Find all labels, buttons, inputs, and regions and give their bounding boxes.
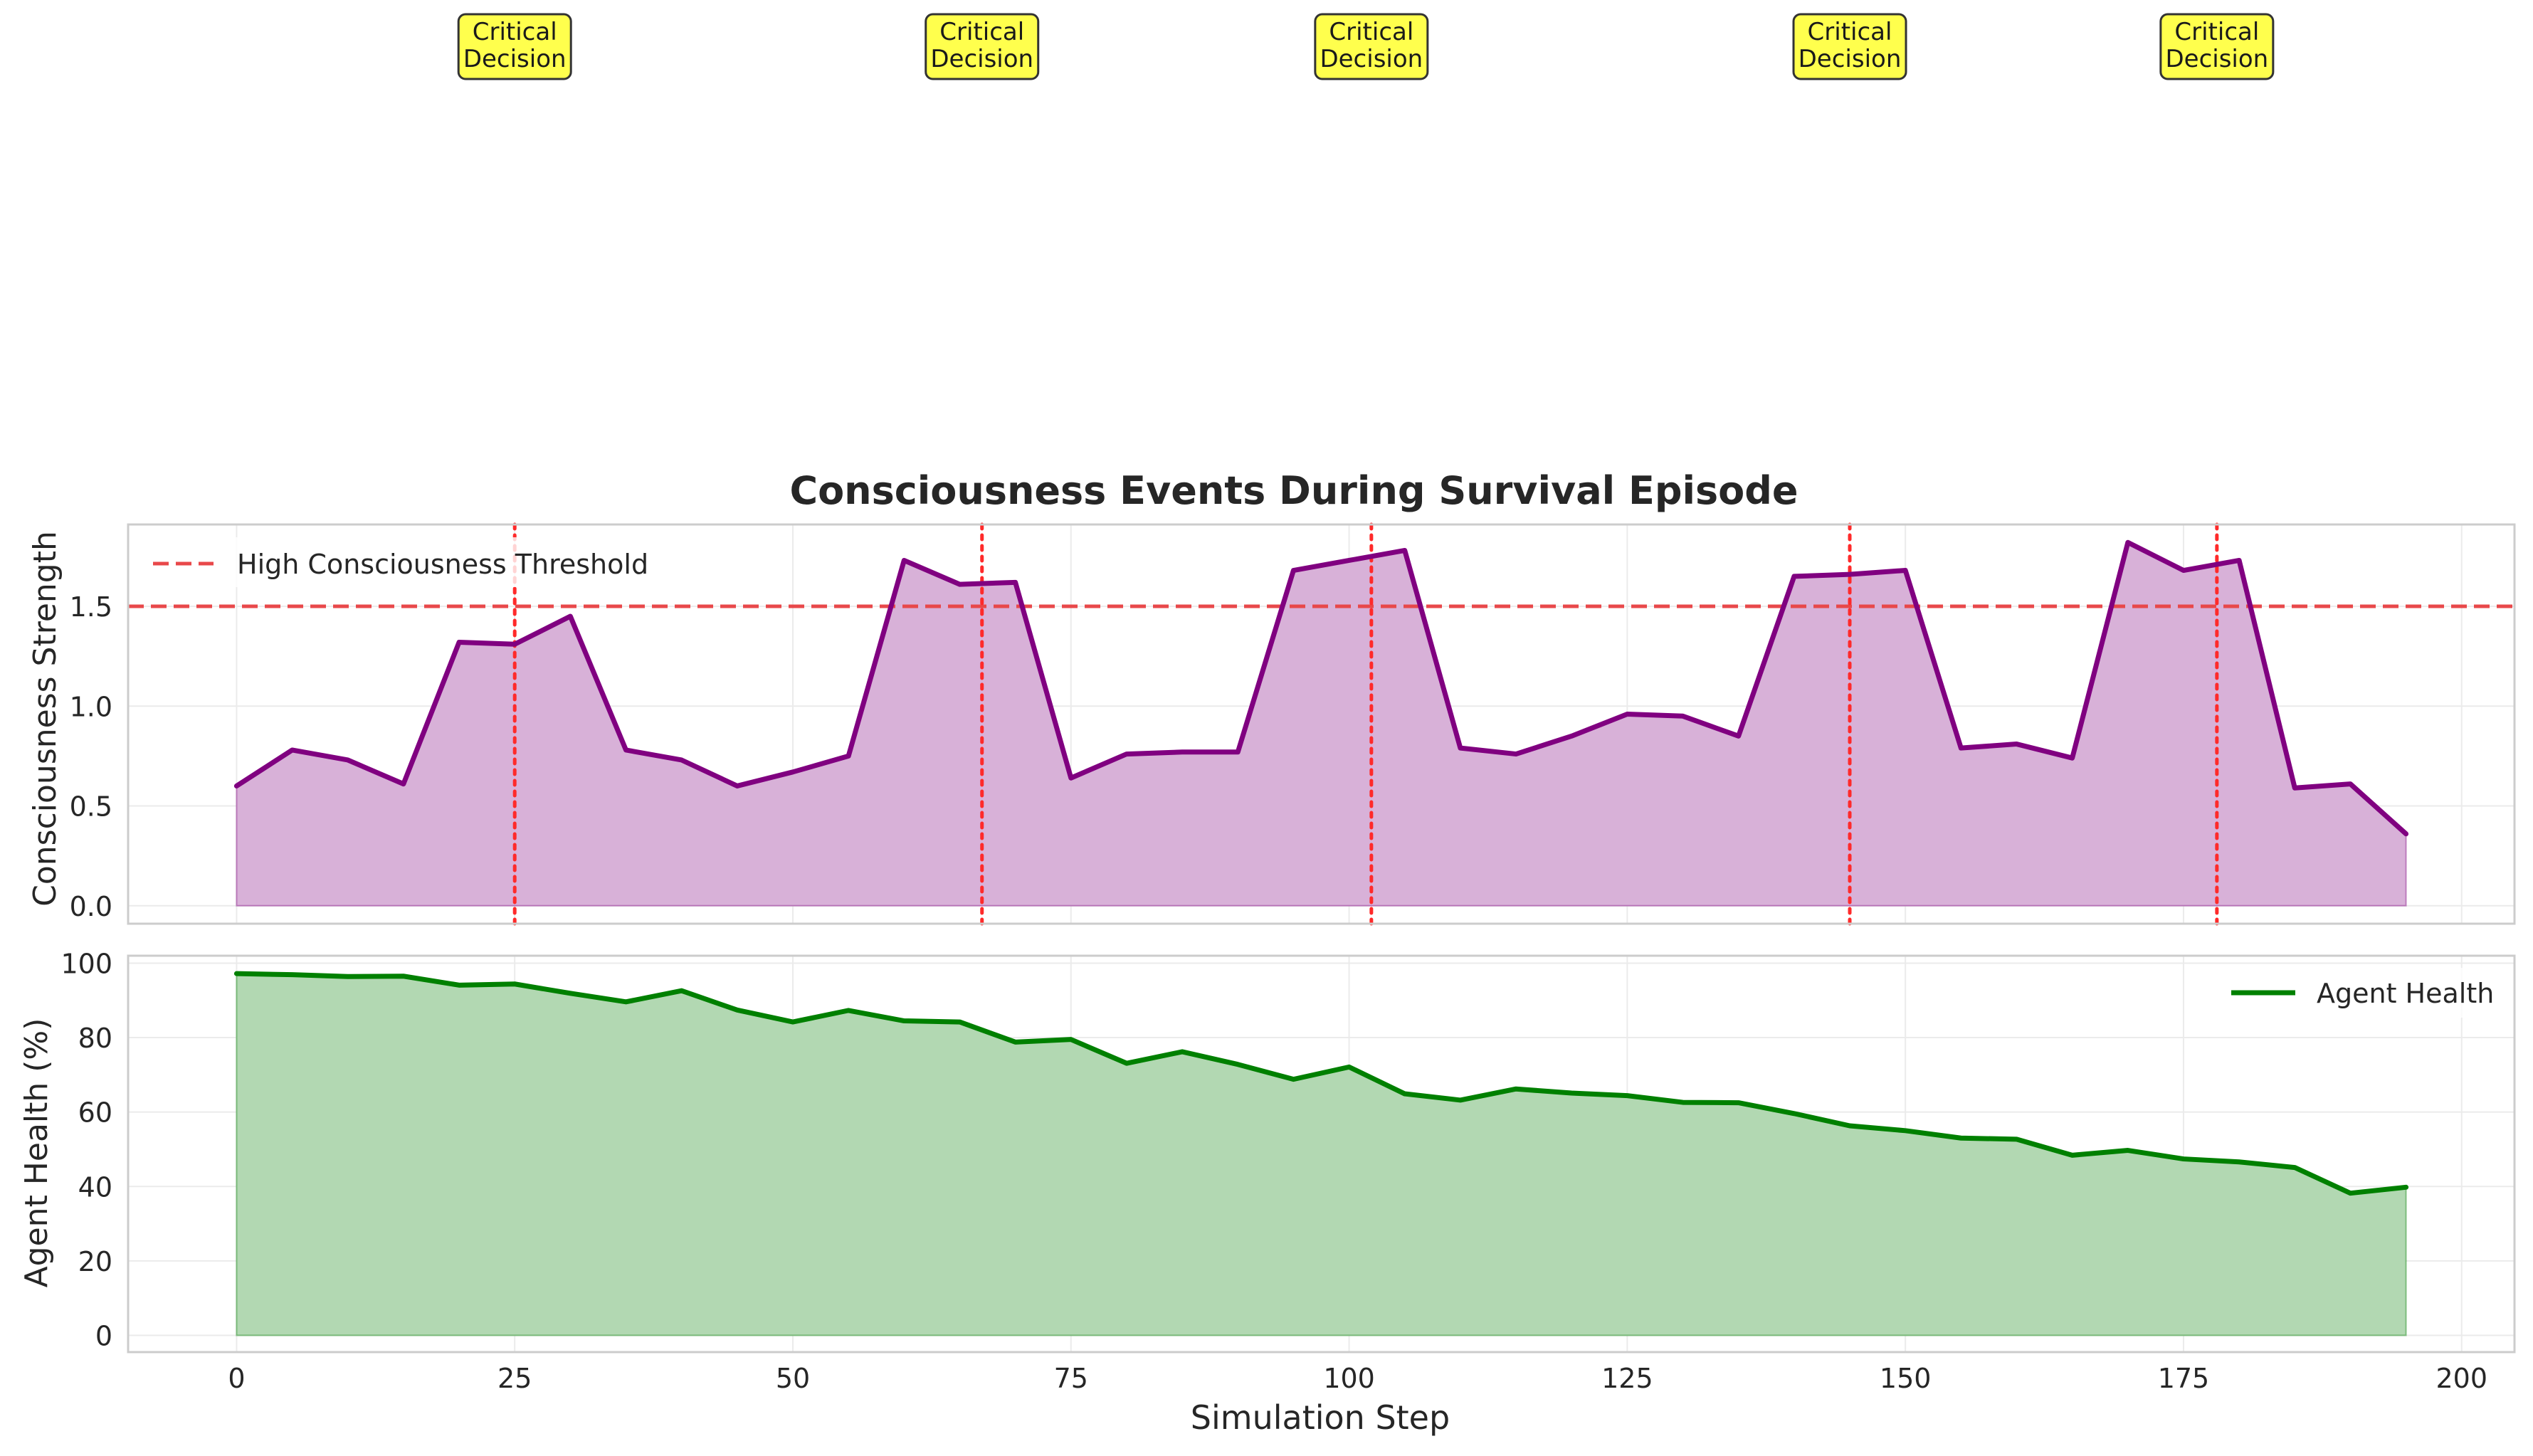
consciousness-y-axis-label: Consciousness Strength [27, 531, 63, 907]
x-tick-label: 50 [776, 1363, 810, 1394]
critical-decision-lines [512, 522, 2219, 926]
chart-title: Consciousness Events During Survival Epi… [789, 468, 1798, 513]
health-line-group [233, 971, 2409, 1196]
consciousness-axes-frame [127, 523, 2516, 925]
x-tick-label: 125 [1601, 1363, 1653, 1394]
consciousness-line-group [233, 539, 2409, 837]
health-y-axis-label: Agent Health (%) [19, 1018, 55, 1288]
y-tick-label: 20 [78, 1246, 112, 1277]
x-tick-label: 100 [1323, 1363, 1375, 1394]
y-tick-label: 0.0 [70, 891, 112, 922]
legend-frame [142, 537, 669, 587]
annotation-text: Critical Decision [930, 18, 1033, 73]
critical-decision-label: Critical Decision [1314, 13, 1429, 80]
y-tick-label: 0.5 [70, 791, 112, 823]
annotation-text: Critical Decision [463, 18, 567, 73]
y-tick-label: 1.0 [70, 691, 112, 722]
health-legend: Agent Health [2217, 968, 2502, 1018]
critical-decision-label: Critical Decision [2159, 13, 2275, 80]
annotation-box [1314, 13, 1429, 80]
consciousness-y-tick-labels: 0.0 0.5 1.0 1.5 [70, 591, 112, 922]
x-tick-label: 200 [2435, 1363, 2487, 1394]
annotation-box [925, 13, 1040, 80]
annotation-box [2159, 13, 2275, 80]
x-tick-label: 150 [1880, 1363, 1932, 1394]
annotation-text: Critical Decision [1320, 18, 1423, 73]
y-tick-label: 100 [60, 948, 112, 979]
annotation-box [1792, 13, 1907, 80]
annotation-box [457, 13, 572, 80]
annotation-text: Critical Decision [2165, 18, 2268, 73]
x-tick-label: 175 [2158, 1363, 2210, 1394]
x-tick-label: 75 [1054, 1363, 1088, 1394]
x-tick-label: 0 [228, 1363, 245, 1394]
critical-decision-label: Critical Decision [925, 13, 1040, 80]
health-panel: 0 20 40 60 80 100 0 25 50 75 100 125 150 175 200 Agen… [19, 948, 2516, 1437]
threshold-legend-label: High Consciousness Threshold [237, 549, 648, 580]
consciousness-panel: 0.0 0.5 1.0 1.5 Consciousness Events During… [27, 13, 2516, 926]
y-tick-label: 40 [78, 1171, 112, 1203]
y-tick-label: 60 [78, 1097, 112, 1129]
x-axis-label: Simulation Step [1191, 1398, 1450, 1437]
consciousness-legend: High Consciousness Threshold [142, 537, 669, 587]
health-y-tick-labels: 0 20 40 60 80 100 [60, 948, 112, 1351]
y-tick-label: 80 [78, 1023, 112, 1054]
annotation-text: Critical Decision [1799, 18, 1902, 73]
health-legend-label: Agent Health [2317, 978, 2494, 1009]
critical-decision-annotations: Critical Decision Critical Decision Critical… [457, 13, 2275, 80]
series-line [233, 539, 2409, 837]
y-tick-label: 0 [95, 1320, 112, 1351]
x-tick-label: 25 [497, 1363, 532, 1394]
health-axes-frame [127, 954, 2516, 1354]
critical-decision-label: Critical Decision [457, 13, 572, 80]
y-tick-label: 1.5 [70, 591, 112, 623]
critical-decision-label: Critical Decision [1792, 13, 1907, 80]
x-tick-labels: 0 25 50 75 100 125 150 175 200 [228, 1363, 2487, 1394]
series-line [233, 971, 2409, 1196]
